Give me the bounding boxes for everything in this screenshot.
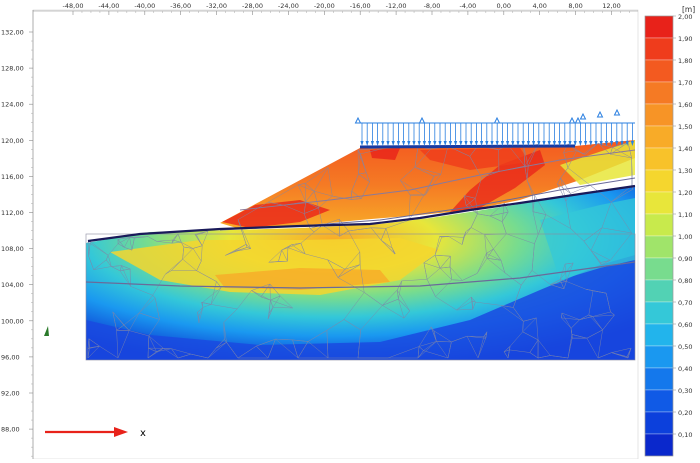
x-tick-label: -4,00	[459, 2, 476, 10]
legend-swatch	[645, 16, 673, 38]
legend-label: 0,40	[678, 365, 692, 373]
legend-swatch	[645, 38, 673, 60]
legend-label: 1,50	[678, 123, 692, 131]
x-tick-label: -40,00	[134, 2, 155, 10]
x-tick-label: -36,00	[170, 2, 191, 10]
legend-swatch	[645, 302, 673, 324]
x-direction-label: x	[140, 428, 146, 439]
x-tick-label: -16,00	[350, 2, 371, 10]
x-tick-label: 12,00	[602, 2, 621, 10]
legend-swatch	[645, 236, 673, 258]
legend-swatch	[645, 104, 673, 126]
legend-scale: 2,00 1,90 1,80 1,70 1,60 1,50 1,40 1,30 1,20 1,10…	[645, 13, 692, 456]
y-tick-label: 92,00	[1, 390, 20, 398]
legend-label: 1,30	[678, 167, 692, 175]
legend-label: 1,60	[678, 101, 692, 109]
x-tick-label: -32,00	[206, 2, 227, 10]
legend-swatch	[645, 126, 673, 148]
load-baseline	[360, 146, 575, 147]
y-tick-label: 100,00	[1, 317, 24, 325]
x-tick-label: -28,00	[242, 2, 263, 10]
legend-swatch	[645, 390, 673, 412]
embankment-red-3	[370, 148, 400, 160]
x-tick-label: -24,00	[278, 2, 299, 10]
x-tick-label: -8,00	[424, 2, 441, 10]
legend-label: 1,40	[678, 145, 692, 153]
legend-swatch	[645, 258, 673, 280]
legend-swatch	[645, 170, 673, 192]
legend-label: 0,70	[678, 299, 692, 307]
y-tick-label: 104,00	[1, 281, 24, 289]
y-tick-label: 88,00	[1, 426, 20, 434]
legend-label: 1,10	[678, 211, 692, 219]
legend-swatch	[645, 368, 673, 390]
y-tick-label: 132,00	[1, 29, 24, 37]
y-axis-ticks: 132,00 128,00 124,00 120,00 116,00 112,00 108,…	[1, 29, 33, 457]
legend-label: 0,60	[678, 321, 692, 329]
legend-label: 0,80	[678, 277, 692, 285]
y-tick-label: 128,00	[1, 65, 24, 73]
legend-label: 0,20	[678, 409, 692, 417]
legend-swatch	[645, 434, 673, 456]
y-tick-label: 108,00	[1, 245, 24, 253]
x-tick-label: 0,00	[497, 2, 511, 10]
legend-swatch	[645, 346, 673, 368]
legend-swatch	[645, 280, 673, 302]
x-tick-label: 8,00	[568, 2, 582, 10]
legend-label: 2,00	[678, 13, 692, 21]
legend-swatch	[645, 324, 673, 346]
legend-swatch	[645, 82, 673, 104]
legend-swatch	[645, 60, 673, 82]
x-tick-label: -48,00	[63, 2, 84, 10]
y-tick-label: 112,00	[1, 209, 24, 217]
legend-label: 0,90	[678, 255, 692, 263]
x-tick-label: 4,00	[532, 2, 546, 10]
legend-swatch	[645, 148, 673, 170]
legend-label: 1,20	[678, 189, 692, 197]
legend-swatch	[645, 192, 673, 214]
legend-swatch	[645, 412, 673, 434]
legend-label: 1,90	[678, 35, 692, 43]
legend-label: 0,30	[678, 387, 692, 395]
x-tick-label: -20,00	[314, 2, 335, 10]
y-tick-label: 96,00	[1, 353, 20, 361]
legend-label: 1,00	[678, 233, 692, 241]
legend-label: 1,80	[678, 57, 692, 65]
x-tick-label: -12,00	[386, 2, 407, 10]
legend-label: 0,50	[678, 343, 692, 351]
x-tick-label: -44,00	[98, 2, 119, 10]
legend-label: 0,10	[678, 431, 692, 439]
y-tick-label: 124,00	[1, 101, 24, 109]
legend-swatch	[645, 214, 673, 236]
y-tick-label: 116,00	[1, 173, 24, 181]
legend-label: 1,70	[678, 79, 692, 87]
y-tick-label: 120,00	[1, 137, 24, 145]
